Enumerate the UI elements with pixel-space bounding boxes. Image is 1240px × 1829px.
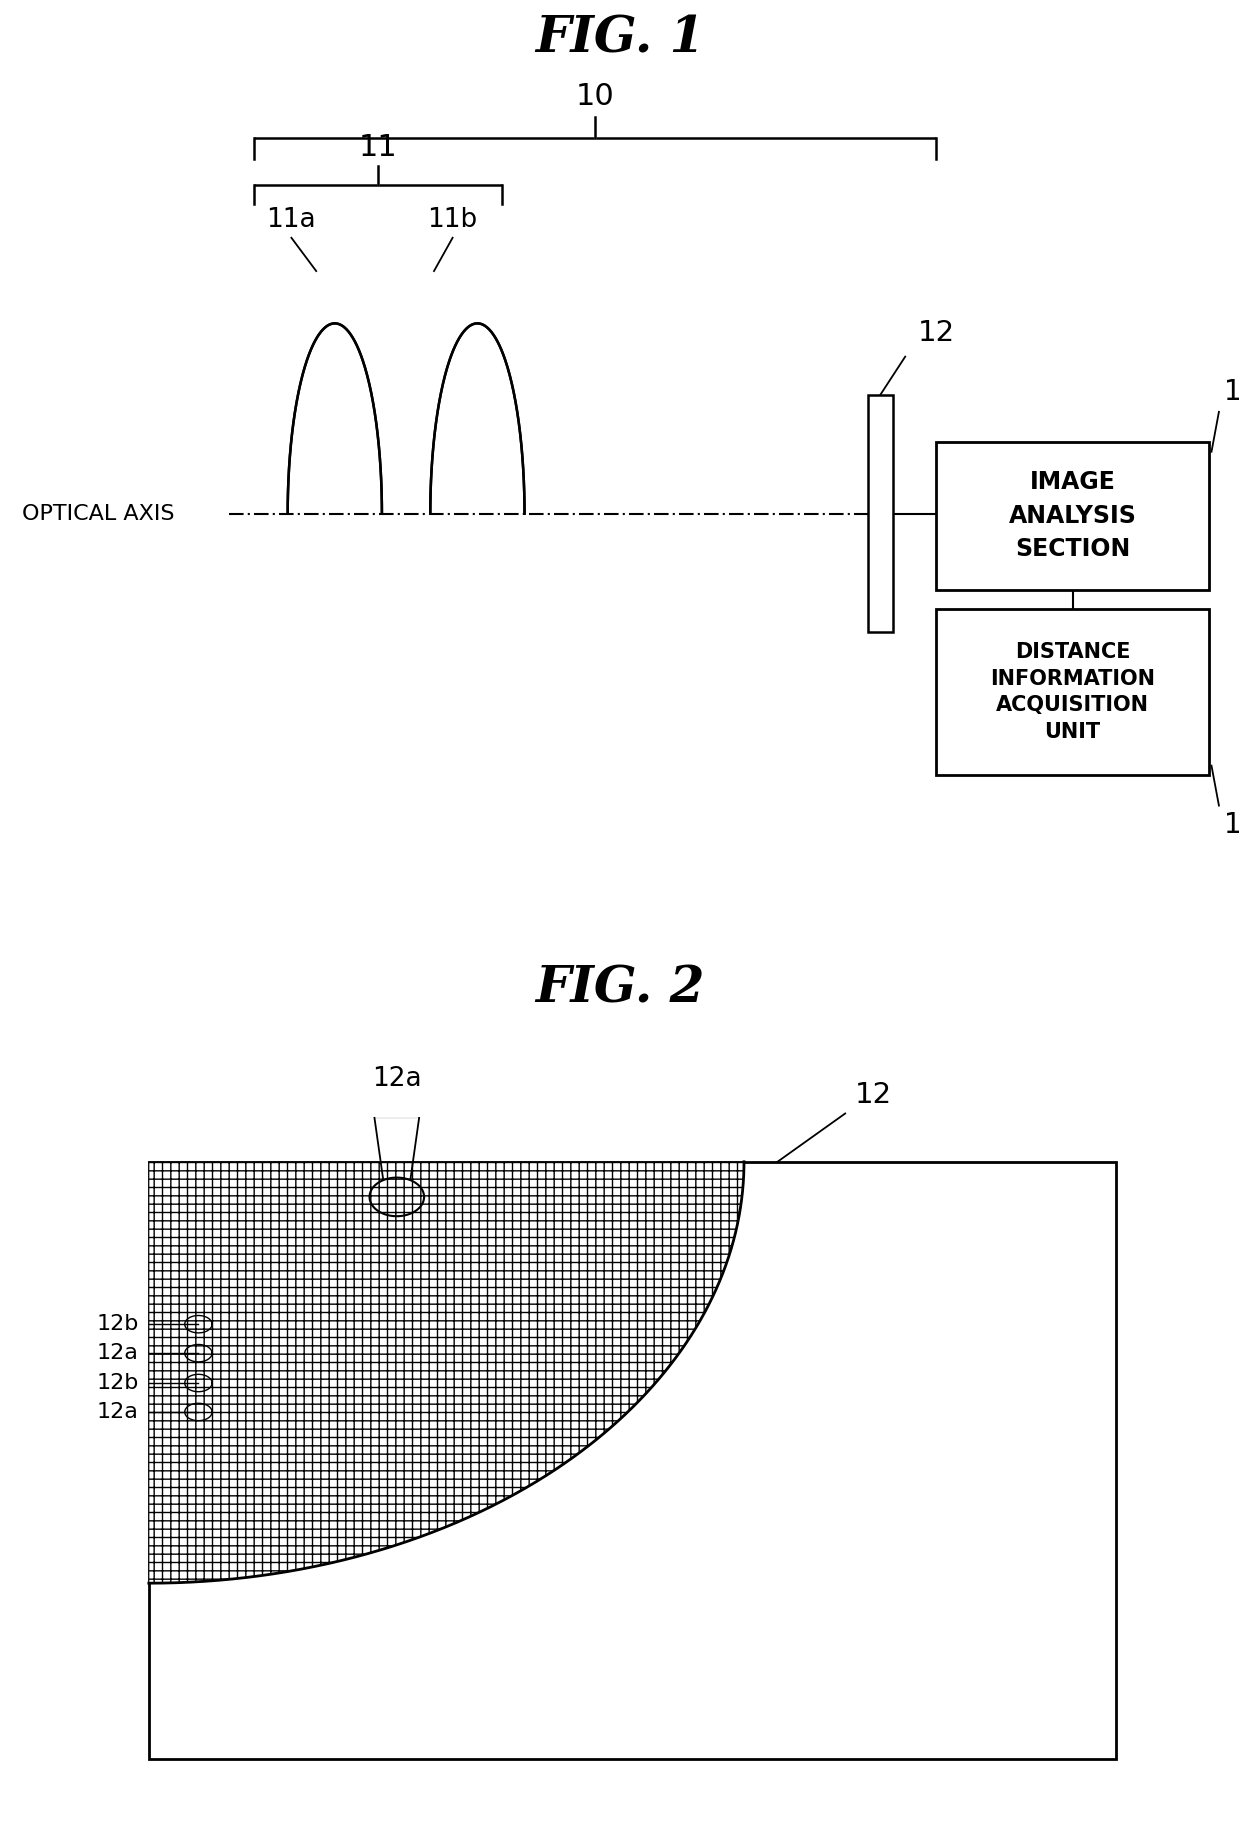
Text: 12a: 12a bbox=[97, 1342, 139, 1363]
Text: FIG. 1: FIG. 1 bbox=[536, 15, 704, 64]
Text: 12b: 12b bbox=[97, 1315, 139, 1333]
Text: 11: 11 bbox=[358, 134, 398, 161]
Text: 12b: 12b bbox=[97, 1374, 139, 1394]
Text: 11b: 11b bbox=[428, 207, 477, 232]
Text: 14: 14 bbox=[1224, 812, 1240, 840]
Text: 12: 12 bbox=[918, 318, 955, 348]
Text: DISTANCE
INFORMATION
ACQUISITION
UNIT: DISTANCE INFORMATION ACQUISITION UNIT bbox=[990, 642, 1156, 741]
Text: OPTICAL AXIS: OPTICAL AXIS bbox=[22, 503, 175, 523]
Text: 13: 13 bbox=[1224, 379, 1240, 406]
Polygon shape bbox=[149, 1161, 744, 1584]
Text: 12a: 12a bbox=[372, 1066, 422, 1092]
Bar bbox=[868, 395, 893, 633]
Text: 11a: 11a bbox=[267, 207, 316, 232]
Text: 10: 10 bbox=[575, 82, 615, 112]
Text: IMAGE
ANALYSIS
SECTION: IMAGE ANALYSIS SECTION bbox=[1008, 470, 1137, 562]
Text: 12a: 12a bbox=[97, 1403, 139, 1421]
Bar bbox=[936, 609, 1209, 775]
Bar bbox=[149, 1161, 1116, 1759]
Bar bbox=[936, 443, 1209, 589]
Text: 12: 12 bbox=[856, 1081, 893, 1108]
Text: FIG. 2: FIG. 2 bbox=[536, 964, 704, 1013]
